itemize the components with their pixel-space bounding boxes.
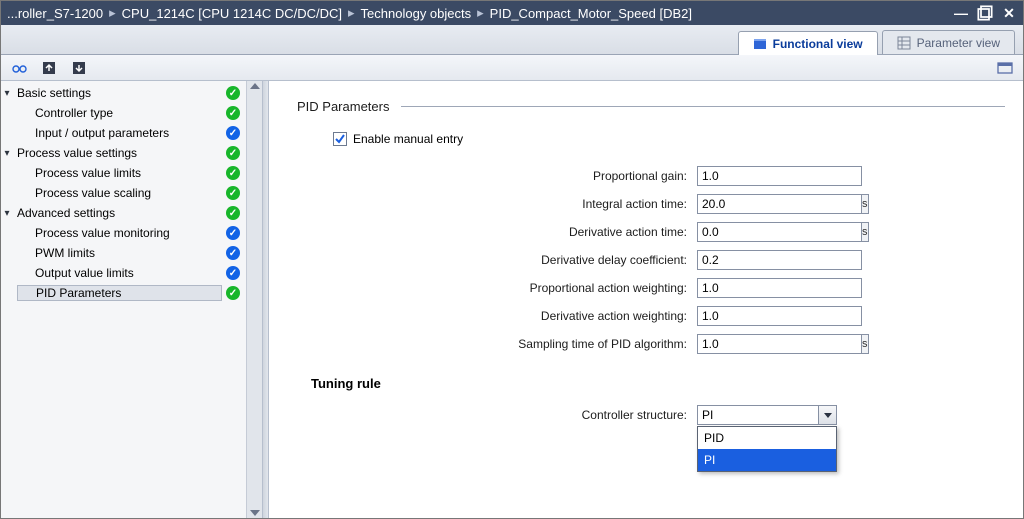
tree-item-pv-limits[interactable]: Process value limits ✓ bbox=[1, 163, 246, 183]
unit-label: s bbox=[862, 194, 869, 214]
tree-item-io-parameters[interactable]: Input / output parameters ✓ bbox=[1, 123, 246, 143]
tree-group-basic-settings[interactable]: ▾ Basic settings ✓ bbox=[1, 83, 246, 103]
title-bar: ...roller_S7-1200 ▸ CPU_1214C [CPU 1214C… bbox=[1, 1, 1023, 25]
status-ok-icon: ✓ bbox=[226, 146, 240, 160]
input-derivative-weighting[interactable] bbox=[697, 306, 862, 326]
controller-structure-dropdown[interactable]: PID PI bbox=[697, 426, 837, 472]
settings-tree: ▾ Basic settings ✓ Controller type ✓ Inp… bbox=[1, 81, 263, 518]
view-tabstrip: Functional view Parameter view bbox=[1, 25, 1023, 55]
status-info-icon: ✓ bbox=[226, 126, 240, 140]
row-proportional-gain: Proportional gain: bbox=[297, 162, 1005, 190]
close-button[interactable]: ✕ bbox=[1001, 5, 1017, 22]
scroll-up-icon[interactable] bbox=[250, 83, 260, 89]
main-split: ▾ Basic settings ✓ Controller type ✓ Inp… bbox=[1, 81, 1023, 518]
restore-button[interactable] bbox=[977, 5, 993, 21]
row-integral-time: Integral action time: s bbox=[297, 190, 1005, 218]
row-derivative-delay: Derivative delay coefficient: bbox=[297, 246, 1005, 274]
input-proportional-gain[interactable] bbox=[697, 166, 862, 186]
controller-structure-combo[interactable]: PI PID PI bbox=[697, 405, 837, 425]
tuning-rule-heading: Tuning rule bbox=[311, 376, 1005, 391]
row-proportional-weighting: Proportional action weighting: bbox=[297, 274, 1005, 302]
input-integral-time[interactable] bbox=[697, 194, 862, 214]
input-sampling-time[interactable] bbox=[697, 334, 862, 354]
status-ok-icon: ✓ bbox=[226, 106, 240, 120]
tab-functional-view[interactable]: Functional view bbox=[738, 31, 878, 55]
heading-rule bbox=[401, 106, 1005, 107]
tree-group-process-value[interactable]: ▾ Process value settings ✓ bbox=[1, 143, 246, 163]
tree-item-pv-monitoring[interactable]: Process value monitoring ✓ bbox=[1, 223, 246, 243]
breadcrumb-segment[interactable]: CPU_1214C [CPU 1214C DC/DC/DC] bbox=[122, 6, 342, 21]
upload-icon-button[interactable] bbox=[39, 58, 59, 78]
status-info-icon: ✓ bbox=[226, 226, 240, 240]
status-ok-icon: ✓ bbox=[226, 206, 240, 220]
enable-manual-row[interactable]: Enable manual entry bbox=[333, 132, 1005, 146]
row-controller-structure: Controller structure: PI PID PI bbox=[297, 401, 1005, 429]
status-info-icon: ✓ bbox=[226, 266, 240, 280]
caret-down-icon: ▾ bbox=[1, 88, 13, 99]
input-derivative-delay[interactable] bbox=[697, 250, 862, 270]
breadcrumb-separator: ▸ bbox=[348, 5, 355, 21]
combo-value[interactable]: PI bbox=[697, 405, 819, 425]
section-heading: PID Parameters bbox=[297, 99, 1005, 114]
tree-item-output-limits[interactable]: Output value limits ✓ bbox=[1, 263, 246, 283]
input-proportional-weighting[interactable] bbox=[697, 278, 862, 298]
combo-option-pi[interactable]: PI bbox=[698, 449, 836, 471]
row-derivative-weighting: Derivative action weighting: bbox=[297, 302, 1005, 330]
input-derivative-time[interactable] bbox=[697, 222, 862, 242]
tab-parameter-view[interactable]: Parameter view bbox=[882, 30, 1015, 54]
scroll-down-icon[interactable] bbox=[250, 510, 260, 516]
status-ok-icon: ✓ bbox=[226, 166, 240, 180]
tab-label: Functional view bbox=[773, 37, 863, 51]
download-icon-button[interactable] bbox=[69, 58, 89, 78]
tree-scrollbar[interactable] bbox=[246, 81, 262, 518]
combo-option-pid[interactable]: PID bbox=[698, 427, 836, 449]
row-derivative-time: Derivative action time: s bbox=[297, 218, 1005, 246]
tree-group-advanced[interactable]: ▾ Advanced settings ✓ bbox=[1, 203, 246, 223]
caret-down-icon: ▾ bbox=[1, 208, 13, 219]
status-ok-icon: ✓ bbox=[226, 286, 240, 300]
unit-label: s bbox=[862, 334, 869, 354]
minimize-button[interactable]: — bbox=[953, 5, 969, 21]
combo-dropdown-button[interactable] bbox=[819, 405, 837, 425]
config-toolbar bbox=[1, 55, 1023, 81]
breadcrumb-separator: ▸ bbox=[477, 5, 484, 21]
tree-item-pid-parameters[interactable]: PID Parameters ✓ bbox=[1, 283, 246, 303]
tree-item-pv-scaling[interactable]: Process value scaling ✓ bbox=[1, 183, 246, 203]
enable-manual-label: Enable manual entry bbox=[353, 132, 463, 146]
functional-view-icon bbox=[753, 37, 767, 51]
breadcrumb-separator: ▸ bbox=[109, 5, 116, 21]
tree-item-pwm-limits[interactable]: PWM limits ✓ bbox=[1, 243, 246, 263]
chevron-down-icon bbox=[824, 413, 832, 418]
parameter-view-icon bbox=[897, 36, 911, 50]
status-ok-icon: ✓ bbox=[226, 186, 240, 200]
panel-icon-button[interactable] bbox=[995, 58, 1015, 78]
breadcrumb-segment[interactable]: PID_Compact_Motor_Speed [DB2] bbox=[490, 6, 692, 21]
status-ok-icon: ✓ bbox=[226, 86, 240, 100]
glasses-icon-button[interactable] bbox=[9, 58, 29, 78]
breadcrumb-segment[interactable]: Technology objects bbox=[361, 6, 472, 21]
breadcrumb-segment[interactable]: ...roller_S7-1200 bbox=[7, 6, 103, 21]
tab-label: Parameter view bbox=[917, 36, 1000, 50]
caret-down-icon: ▾ bbox=[1, 148, 13, 159]
enable-manual-checkbox[interactable] bbox=[333, 132, 347, 146]
tree-item-controller-type[interactable]: Controller type ✓ bbox=[1, 103, 246, 123]
row-sampling-time: Sampling time of PID algorithm: s bbox=[297, 330, 1005, 358]
status-info-icon: ✓ bbox=[226, 246, 240, 260]
unit-label: s bbox=[862, 222, 869, 242]
pid-parameters-panel: PID Parameters Enable manual entry Propo… bbox=[269, 81, 1023, 518]
